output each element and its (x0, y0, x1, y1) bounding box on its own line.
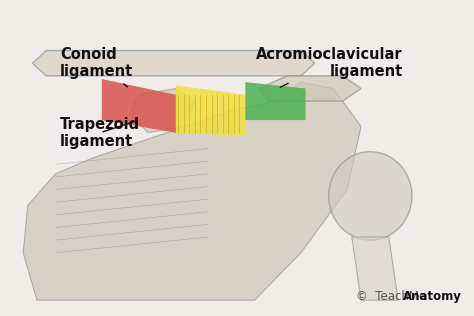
Text: Conoid
ligament: Conoid ligament (60, 47, 133, 87)
Text: ©  TeachMe: © TeachMe (356, 290, 427, 303)
Text: Anatomy: Anatomy (403, 290, 462, 303)
Polygon shape (23, 82, 361, 300)
Polygon shape (102, 79, 176, 133)
Polygon shape (259, 76, 361, 101)
Polygon shape (352, 237, 398, 300)
Polygon shape (129, 88, 194, 133)
Ellipse shape (328, 152, 412, 240)
Polygon shape (176, 85, 246, 136)
Text: Trapezoid
ligament: Trapezoid ligament (60, 117, 140, 149)
Text: Acromioclavicular
ligament: Acromioclavicular ligament (256, 47, 403, 87)
Polygon shape (32, 51, 315, 76)
Polygon shape (246, 82, 306, 120)
